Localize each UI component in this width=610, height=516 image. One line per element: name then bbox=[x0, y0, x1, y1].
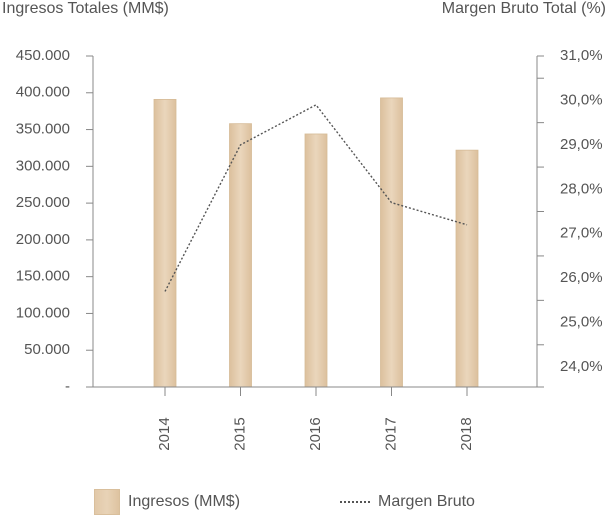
right-tick-label: 31,0% bbox=[560, 47, 603, 64]
legend-label-ingresos: Ingresos (MM$) bbox=[128, 493, 241, 510]
legend-label-margen: Margen Bruto bbox=[378, 493, 475, 510]
right-axis-title: Margen Bruto Total (%) bbox=[441, 0, 606, 17]
left-axis-title: Ingresos Totales (MM$) bbox=[2, 0, 169, 17]
left-tick-label: - bbox=[65, 378, 70, 395]
bar bbox=[229, 123, 252, 388]
x-axis: 2014 2015 2016 2017 2018 bbox=[93, 386, 537, 451]
bar bbox=[380, 97, 403, 388]
right-tick-label: 24,0% bbox=[560, 358, 603, 375]
combo-chart: 450.000 400.000 350.000 300.000 250.000 200.0… bbox=[16, 47, 603, 451]
right-y-axis: 31,0% 30,0% 29,0% 28,0% 27,0% 26,0% 25,0% 24,0% bbox=[536, 47, 603, 388]
bar bbox=[455, 149, 479, 388]
x-tick-label: 2015 bbox=[231, 417, 248, 450]
x-tick-label: 2016 bbox=[307, 417, 324, 450]
left-tick-label: 350.000 bbox=[16, 121, 70, 138]
left-tick-label: 250.000 bbox=[16, 194, 70, 211]
x-tick-label: 2017 bbox=[382, 417, 399, 450]
line-series bbox=[164, 103, 468, 292]
legend-item-ingresos: Ingresos (MM$) bbox=[94, 488, 240, 516]
margin-line bbox=[164, 103, 468, 292]
dotted-line-icon bbox=[340, 501, 370, 503]
legend-item-margen: Margen Bruto bbox=[340, 488, 475, 516]
left-tick-label: 450.000 bbox=[16, 47, 70, 64]
bar-series bbox=[153, 97, 479, 388]
left-tick-label: 150.000 bbox=[16, 268, 70, 285]
x-tick-label: 2018 bbox=[458, 417, 475, 450]
right-tick-label: 27,0% bbox=[560, 225, 603, 242]
left-tick-label: 200.000 bbox=[16, 231, 70, 248]
left-tick-label: 100.000 bbox=[16, 304, 70, 321]
right-tick-label: 26,0% bbox=[560, 269, 603, 286]
left-tick-label: 50.000 bbox=[24, 341, 70, 358]
right-tick-label: 28,0% bbox=[560, 180, 603, 197]
x-tick-label: 2014 bbox=[156, 417, 173, 450]
bar bbox=[304, 133, 328, 388]
left-tick-label: 400.000 bbox=[16, 84, 70, 101]
right-tick-label: 30,0% bbox=[560, 91, 603, 108]
left-y-axis: 450.000 400.000 350.000 300.000 250.000 200.0… bbox=[16, 47, 94, 395]
right-tick-label: 29,0% bbox=[560, 136, 603, 153]
bar-swatch-icon bbox=[94, 489, 120, 515]
left-tick-label: 300.000 bbox=[16, 157, 70, 174]
bar bbox=[153, 98, 177, 388]
right-tick-label: 25,0% bbox=[560, 314, 603, 331]
